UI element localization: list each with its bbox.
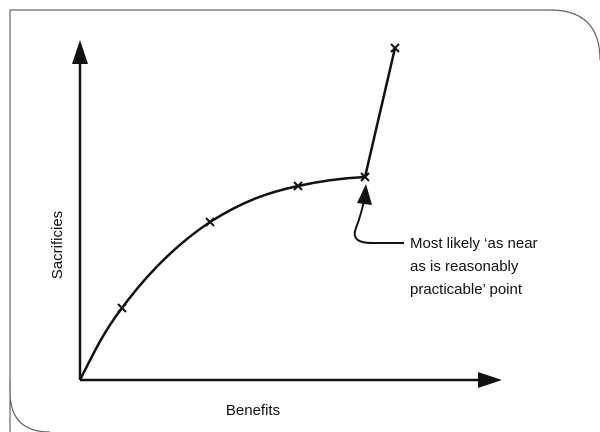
annotation-line: Most likely ‘as near — [410, 235, 538, 252]
y-axis-arrow — [72, 40, 88, 64]
y-axis-label: Sacrificies — [49, 211, 66, 279]
annotation-line: practicable’ point — [410, 281, 523, 298]
annotation-line: as is reasonably — [410, 258, 519, 275]
curve-markers — [117, 43, 400, 313]
x-axis-label: Benefits — [226, 402, 280, 419]
frame — [9, 9, 600, 432]
curve — [78, 47, 397, 381]
frame-corner — [9, 380, 51, 432]
x-axis-arrow — [478, 372, 502, 388]
annotation-arrowhead — [357, 184, 372, 205]
annotation-arrow — [353, 199, 404, 244]
